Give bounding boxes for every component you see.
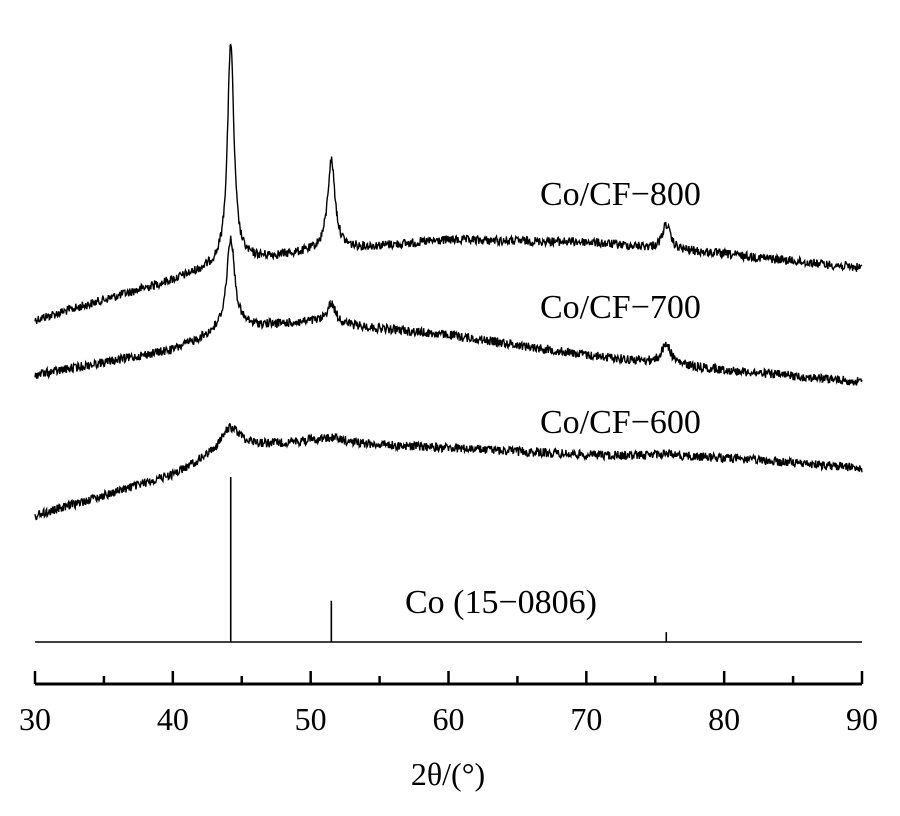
series-label-700: Co/CF−700 (540, 289, 701, 326)
series-group (34, 43, 863, 521)
tick-label-60: 60 (433, 701, 465, 737)
reference-label: Co (15−0806) (405, 584, 597, 621)
x-axis-title: 2θ/(°) (411, 756, 485, 792)
series-label-600: Co/CF−600 (540, 404, 701, 441)
series-line-1 (34, 43, 863, 325)
series-line-2 (34, 235, 863, 386)
tick-label-40: 40 (157, 701, 189, 737)
tick-label-90: 90 (846, 701, 878, 737)
x-axis: 30 40 50 60 70 80 90 (19, 671, 878, 737)
tick-label-50: 50 (295, 701, 327, 737)
series-label-800: Co/CF−800 (540, 176, 701, 213)
tick-label-80: 80 (708, 701, 740, 737)
series-line-3 (34, 422, 863, 521)
reference-group (35, 477, 862, 643)
tick-label-70: 70 (570, 701, 602, 737)
tick-label-30: 30 (19, 701, 51, 737)
